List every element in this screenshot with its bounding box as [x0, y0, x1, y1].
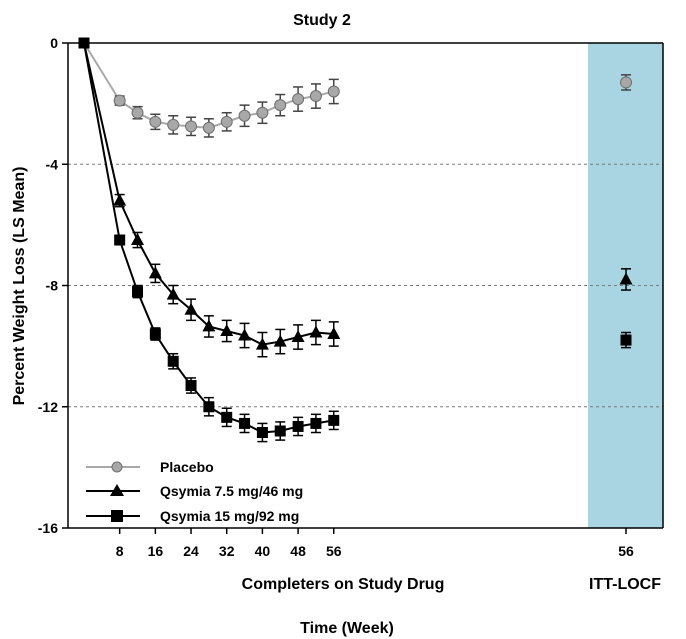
legend-marker-placebo [111, 461, 123, 473]
data-point [132, 286, 144, 298]
x-tick-label: 40 [255, 543, 271, 559]
gridlines [68, 163, 663, 408]
x-tick-label: 24 [183, 543, 199, 559]
data-point [113, 193, 127, 206]
data-point [292, 420, 304, 432]
data-point [185, 120, 198, 133]
legend-label-qsymia-15: Qsymia 15 mg/92 mg [160, 508, 299, 524]
data-point [149, 328, 161, 340]
data-point [255, 337, 269, 350]
data-point [167, 355, 179, 367]
data-point [239, 417, 251, 429]
legend-marker-qsymia-15 [111, 510, 123, 522]
series-line [83, 42, 335, 129]
series-layer [78, 37, 633, 443]
data-point [273, 334, 287, 347]
series-line [83, 42, 334, 346]
data-point [131, 233, 145, 246]
data-point [78, 37, 90, 49]
data-point [256, 106, 269, 119]
series-qsymia-15-mg-92-mg [78, 37, 632, 443]
x-axis-label-locf: ITT-LOCF [589, 576, 661, 593]
data-point [131, 106, 144, 119]
data-point [327, 327, 341, 339]
y-axis-label: Percent Weight Loss (LS Mean) [11, 167, 28, 406]
data-point [220, 115, 233, 128]
data-point [328, 414, 340, 426]
data-point [238, 328, 252, 341]
data-point [166, 287, 180, 300]
x-tick-label: 32 [219, 543, 235, 559]
x-axis-label: Completers on Study Drug [242, 576, 445, 593]
data-point [221, 411, 233, 423]
x-tick-label: 48 [290, 543, 306, 559]
data-point [292, 93, 305, 106]
data-point [310, 417, 322, 429]
locf-data-point [619, 272, 633, 285]
data-point [291, 330, 305, 343]
data-point [220, 323, 234, 336]
y-tick-label: -8 [46, 278, 59, 294]
data-point [114, 234, 126, 246]
chart-title: Study 2 [293, 12, 351, 29]
legend-marker-qsymia-7-5 [110, 484, 124, 496]
data-point [185, 380, 197, 392]
y-tick-label: -16 [38, 520, 58, 536]
y-tick-label: -4 [46, 156, 59, 172]
data-point [202, 121, 215, 134]
data-point [309, 325, 323, 338]
data-point [274, 99, 287, 112]
legend-label-qsymia-7-5: Qsymia 7.5 mg/46 mg [160, 483, 303, 499]
y-tick-label: 0 [50, 35, 58, 51]
locf-data-point [620, 334, 632, 346]
legend-label-placebo: Placebo [160, 459, 214, 475]
data-point [274, 425, 286, 437]
data-point [149, 115, 162, 128]
x-tick-label: 56 [326, 543, 342, 559]
locf-data-point [620, 76, 632, 89]
data-point [184, 302, 198, 315]
x-tick-label: 16 [148, 543, 164, 559]
series-qsymia-7-5-mg-46-mg [78, 37, 633, 358]
data-point [309, 90, 322, 103]
x-tick-label-locf: 56 [618, 543, 634, 559]
data-point [238, 109, 251, 122]
legend: Placebo Qsymia 7.5 mg/46 mg Qsymia 15 mg… [86, 459, 303, 524]
time-label: Time (Week) [300, 620, 394, 637]
data-point [203, 401, 215, 413]
series-placebo [78, 37, 632, 138]
data-point [202, 319, 216, 332]
data-point [148, 266, 162, 279]
data-point [256, 427, 268, 439]
x-tick-label: 8 [116, 543, 124, 559]
data-point [113, 94, 126, 107]
data-point [327, 85, 340, 98]
axis-ticks: 0 -4 -8 -12 -16 8 16 24 32 40 48 56 56 [38, 35, 634, 559]
y-tick-label: -12 [38, 399, 58, 415]
data-point [167, 118, 180, 131]
